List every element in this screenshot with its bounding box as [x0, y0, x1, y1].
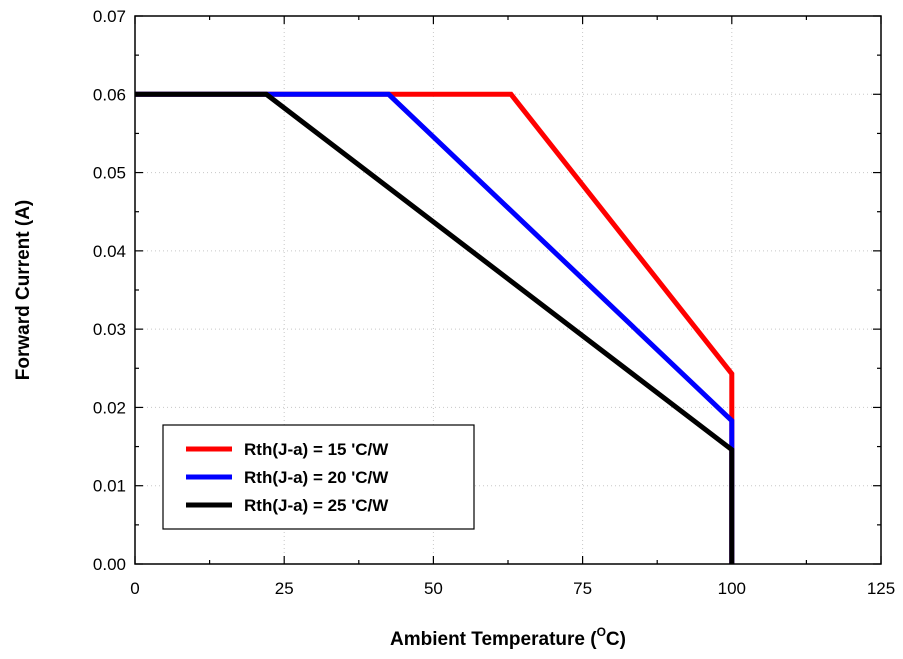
y-tick-label: 0.03 — [93, 320, 126, 339]
legend-label-2: Rth(J-a) = 20 'C/W — [244, 468, 389, 487]
legend-label-1: Rth(J-a) = 15 'C/W — [244, 440, 389, 459]
axis-ticks — [134, 15, 882, 565]
x-axis-title: Ambient Temperature (OC) — [390, 625, 626, 650]
y-tick-labels: 0.00 0.01 0.02 0.03 0.04 0.05 0.06 0.07 — [93, 7, 126, 574]
y-tick-label: 0.05 — [93, 164, 126, 183]
series-line-3 — [135, 91, 735, 564]
x-tick-label: 125 — [867, 579, 895, 598]
series-layer — [135, 91, 735, 564]
x-tick-label: 100 — [718, 579, 746, 598]
x-tick-label: 50 — [424, 579, 443, 598]
y-axis-title: Forward Current (A) — [13, 200, 34, 381]
y-tick-label: 0.06 — [93, 85, 126, 104]
legend-label-3: Rth(J-a) = 25 'C/W — [244, 496, 389, 515]
legend: Rth(J-a) = 15 'C/W Rth(J-a) = 20 'C/W Rth(… — [162, 424, 475, 530]
y-tick-label: 0.07 — [93, 7, 126, 26]
y-tick-label: 0.01 — [93, 477, 126, 496]
x-tick-labels: 0 25 50 75 100 125 — [130, 579, 895, 598]
y-tick-label: 0.02 — [93, 398, 126, 417]
x-tick-label: 25 — [275, 579, 294, 598]
y-tick-label: 0.00 — [93, 555, 126, 574]
x-tick-label: 75 — [573, 579, 592, 598]
x-tick-label: 0 — [130, 579, 139, 598]
y-tick-label: 0.04 — [93, 242, 126, 261]
x-axis-title-superscript: O — [597, 625, 606, 639]
